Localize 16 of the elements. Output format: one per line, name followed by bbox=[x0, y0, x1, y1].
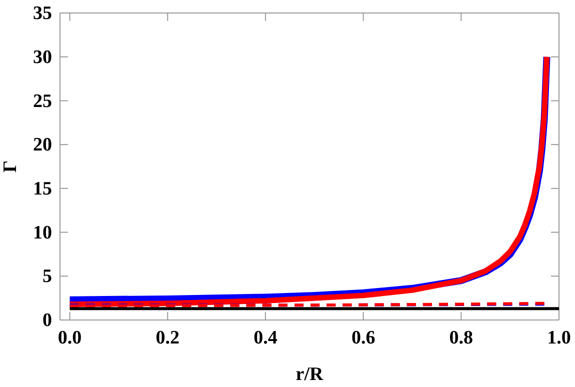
y-axis-title: Γ bbox=[0, 160, 21, 173]
x-tick-label: 0.0 bbox=[58, 327, 82, 348]
y-tick-label: 5 bbox=[42, 266, 52, 288]
y-tick-label: 20 bbox=[33, 134, 52, 156]
x-axis-title: r/R bbox=[296, 364, 324, 385]
y-tick-label: 10 bbox=[33, 222, 52, 244]
x-tick-label: 0.8 bbox=[449, 327, 474, 348]
y-tick-label: 35 bbox=[33, 3, 52, 24]
y-tick-label: 25 bbox=[33, 90, 52, 112]
x-tick-label: 0.4 bbox=[254, 327, 278, 348]
y-tick-label: 30 bbox=[33, 46, 52, 68]
x-tick-label: 1.0 bbox=[547, 327, 571, 348]
x-tick-label: 0.2 bbox=[156, 327, 180, 348]
y-tick-label: 0 bbox=[42, 310, 52, 332]
y-tick-label: 15 bbox=[33, 178, 52, 200]
x-tick-label: 0.6 bbox=[351, 327, 376, 348]
